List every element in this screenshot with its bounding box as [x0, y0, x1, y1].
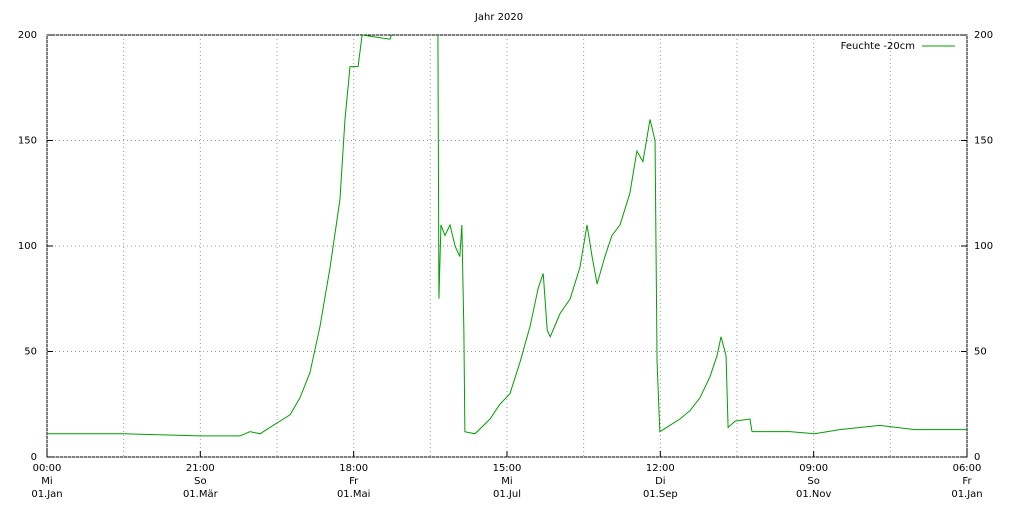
y-tick-label: 50	[24, 347, 37, 358]
x-tick-label: 12:00	[646, 463, 675, 474]
y2-tick-label: 100	[974, 241, 993, 252]
y2-tick-label: 200	[974, 30, 993, 41]
x-tick-date: 01.Nov	[796, 489, 832, 500]
y-tick-label: 200	[18, 30, 37, 41]
y2-tick-label: 150	[974, 136, 993, 147]
x-tick-label: 18:00	[339, 463, 368, 474]
y-tick-label: 150	[18, 136, 37, 147]
x-tick-label: 15:00	[493, 463, 522, 474]
chart-title: Jahr 2020	[474, 12, 523, 23]
x-tick-date: 01.Jan	[951, 489, 982, 500]
x-tick-label: 06:00	[953, 463, 982, 474]
x-tick-weekday: Mi	[41, 476, 52, 487]
x-tick-date: 01.Jan	[31, 489, 62, 500]
legend-label: Feuchte -20cm	[841, 41, 915, 52]
y-tick-label: 100	[18, 241, 37, 252]
x-tick-date: 01.Mai	[337, 489, 370, 500]
x-tick-label: 09:00	[799, 463, 828, 474]
x-tick-date: 01.Jul	[493, 489, 521, 500]
y2-tick-label: 0	[974, 452, 980, 463]
x-tick-weekday: Fr	[349, 476, 359, 487]
x-tick-label: 21:00	[186, 463, 215, 474]
x-tick-weekday: Di	[655, 476, 665, 487]
x-tick-weekday: Mi	[501, 476, 512, 487]
x-tick-weekday: So	[807, 476, 819, 487]
x-tick-weekday: So	[194, 476, 206, 487]
x-tick-label: 00:00	[33, 463, 62, 474]
x-tick-weekday: Fr	[962, 476, 972, 487]
y2-tick-label: 50	[974, 347, 987, 358]
x-tick-date: 01.Mär	[183, 489, 219, 500]
x-tick-date: 01.Sep	[643, 489, 678, 500]
y-tick-label: 0	[31, 452, 37, 463]
data-line	[47, 35, 967, 437]
